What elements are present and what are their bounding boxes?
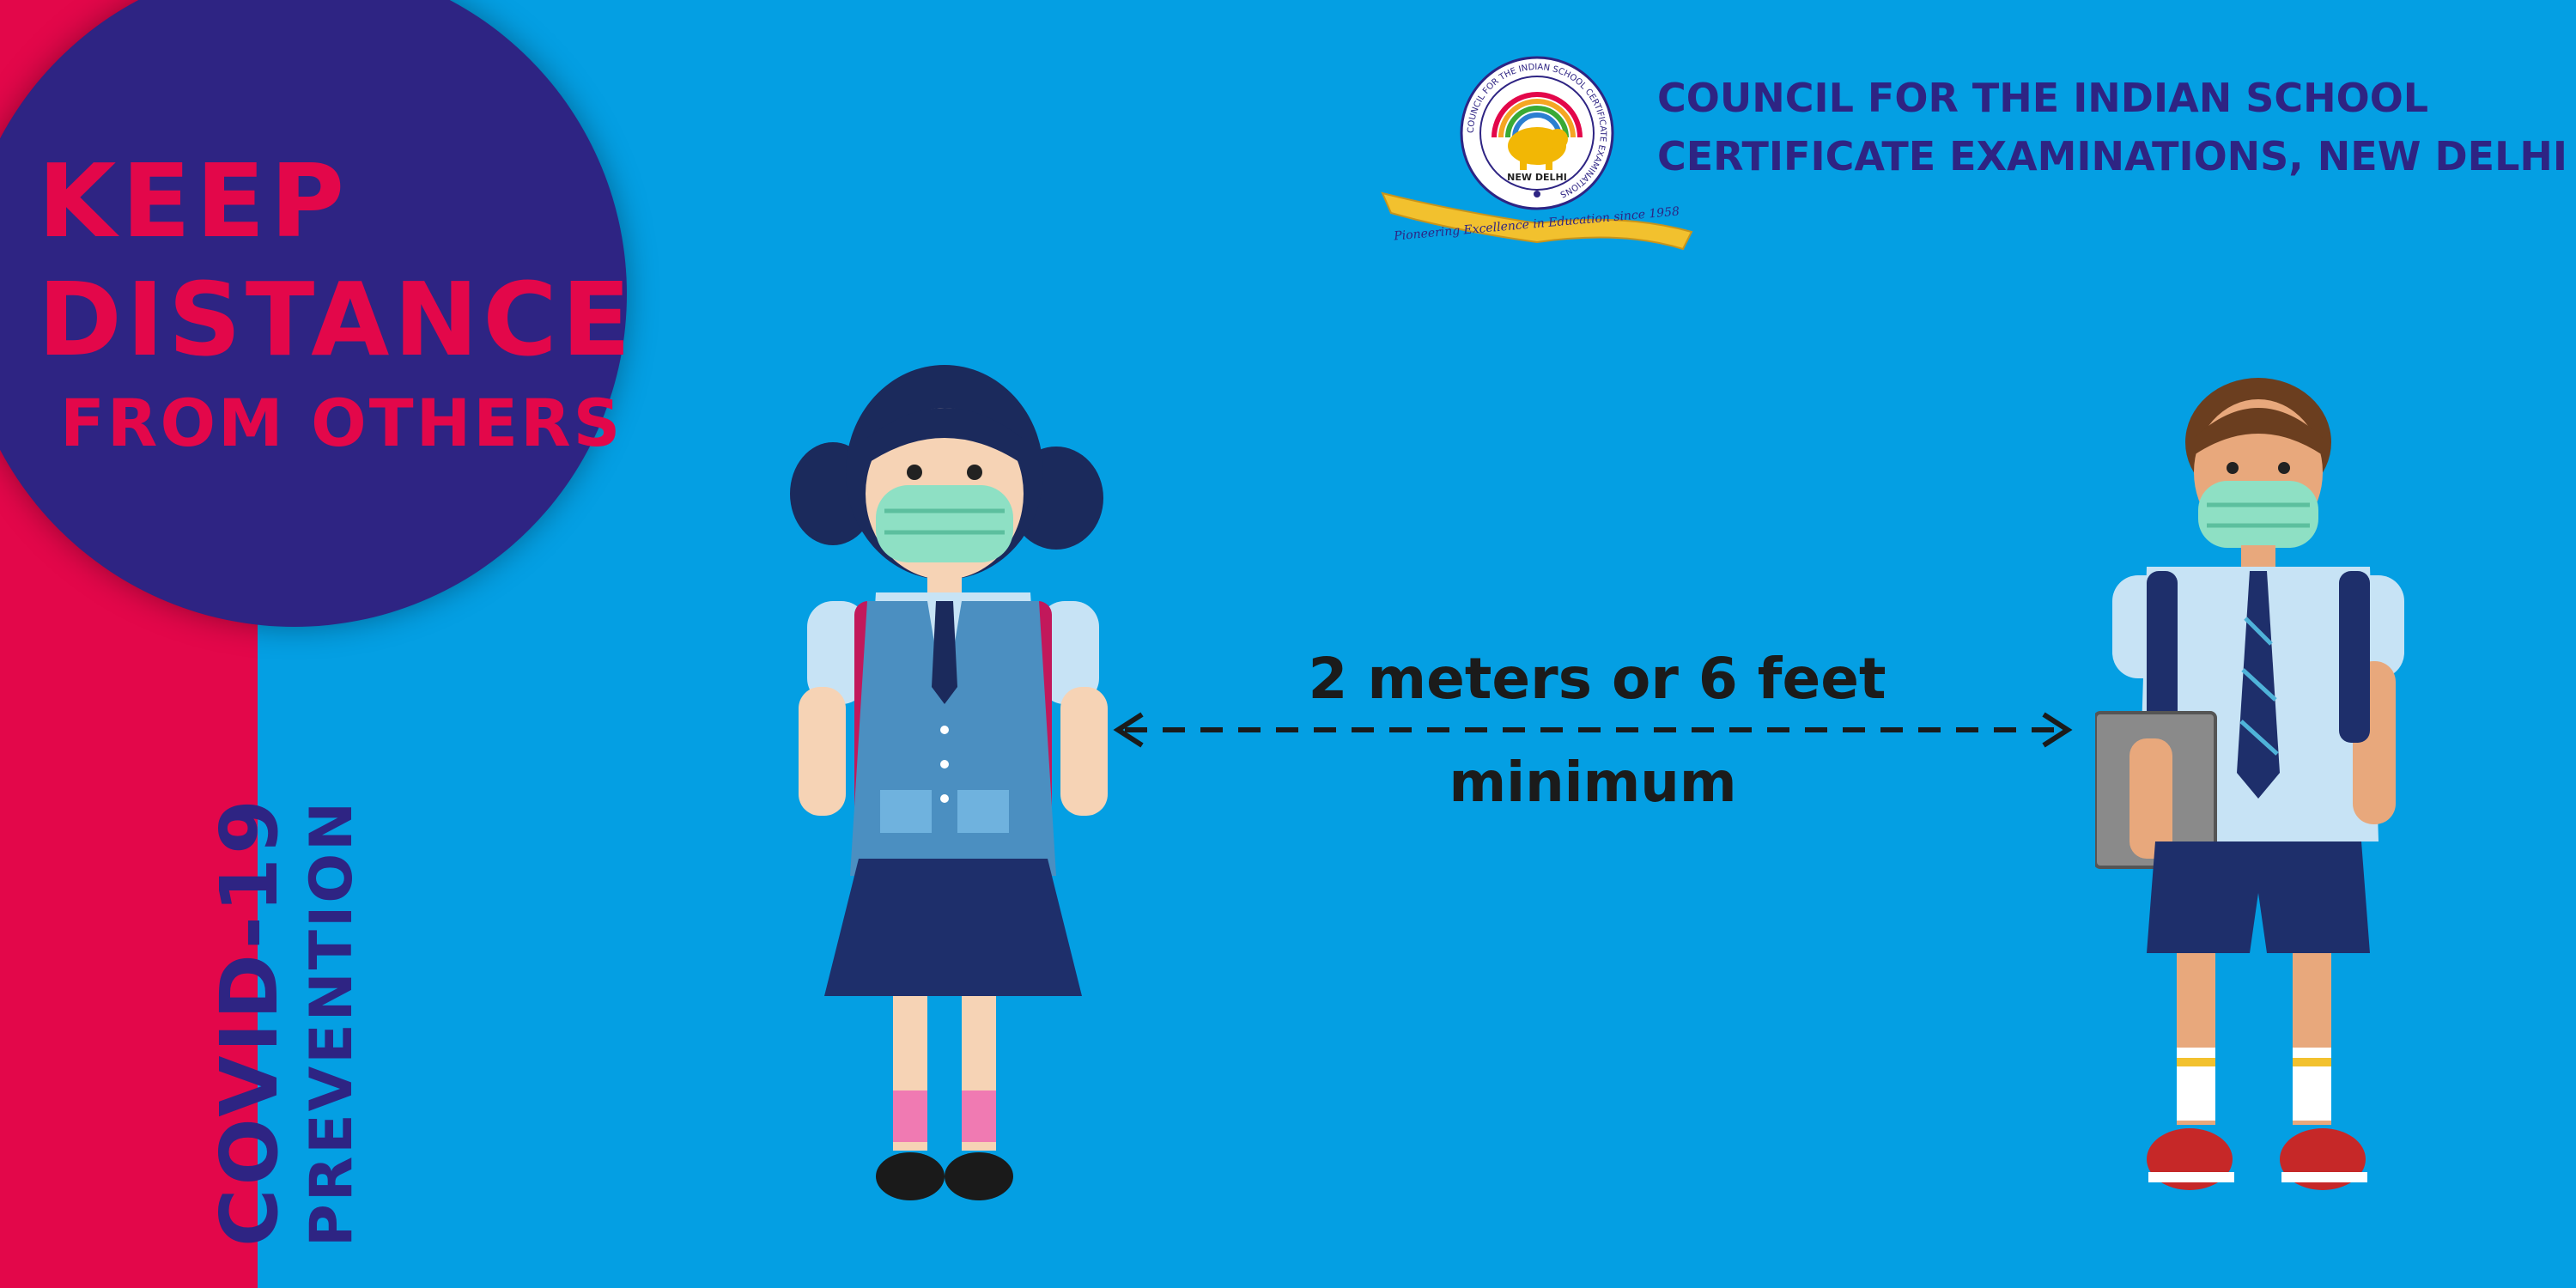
organization-name: COUNCIL FOR THE INDIAN SCHOOL CERTIFICAT… [1657,69,2567,185]
organization-name-line2: CERTIFICATE EXAMINATIONS, NEW DELHI [1657,133,2567,179]
mask-icon [876,485,1013,562]
headline-distance: DISTANCE [38,260,635,379]
schoolboy-illustration [2095,378,2404,1190]
headline-from-others: FROM OTHERS [60,385,623,461]
schoolgirl-illustration [790,365,1108,1200]
headline-keep: KEEP [38,142,350,260]
distance-label: 2 meters or 6 feet [1308,646,1886,712]
mask-icon [2198,481,2318,548]
covid-title: COVID-19 [204,796,295,1247]
organization-name-line1: COUNCIL FOR THE INDIAN SCHOOL [1657,75,2429,121]
headline-circle [0,0,627,627]
cisce-logo: NEW DELHI COUNCIL FOR THE INDIAN SCHOOL … [1381,56,1693,251]
prevention-subtitle: PREVENTION [298,799,366,1247]
distance-arrow [1113,712,2073,748]
distance-minimum-label: minimum [1449,751,1737,815]
logo-center-text: NEW DELHI [1507,172,1567,183]
